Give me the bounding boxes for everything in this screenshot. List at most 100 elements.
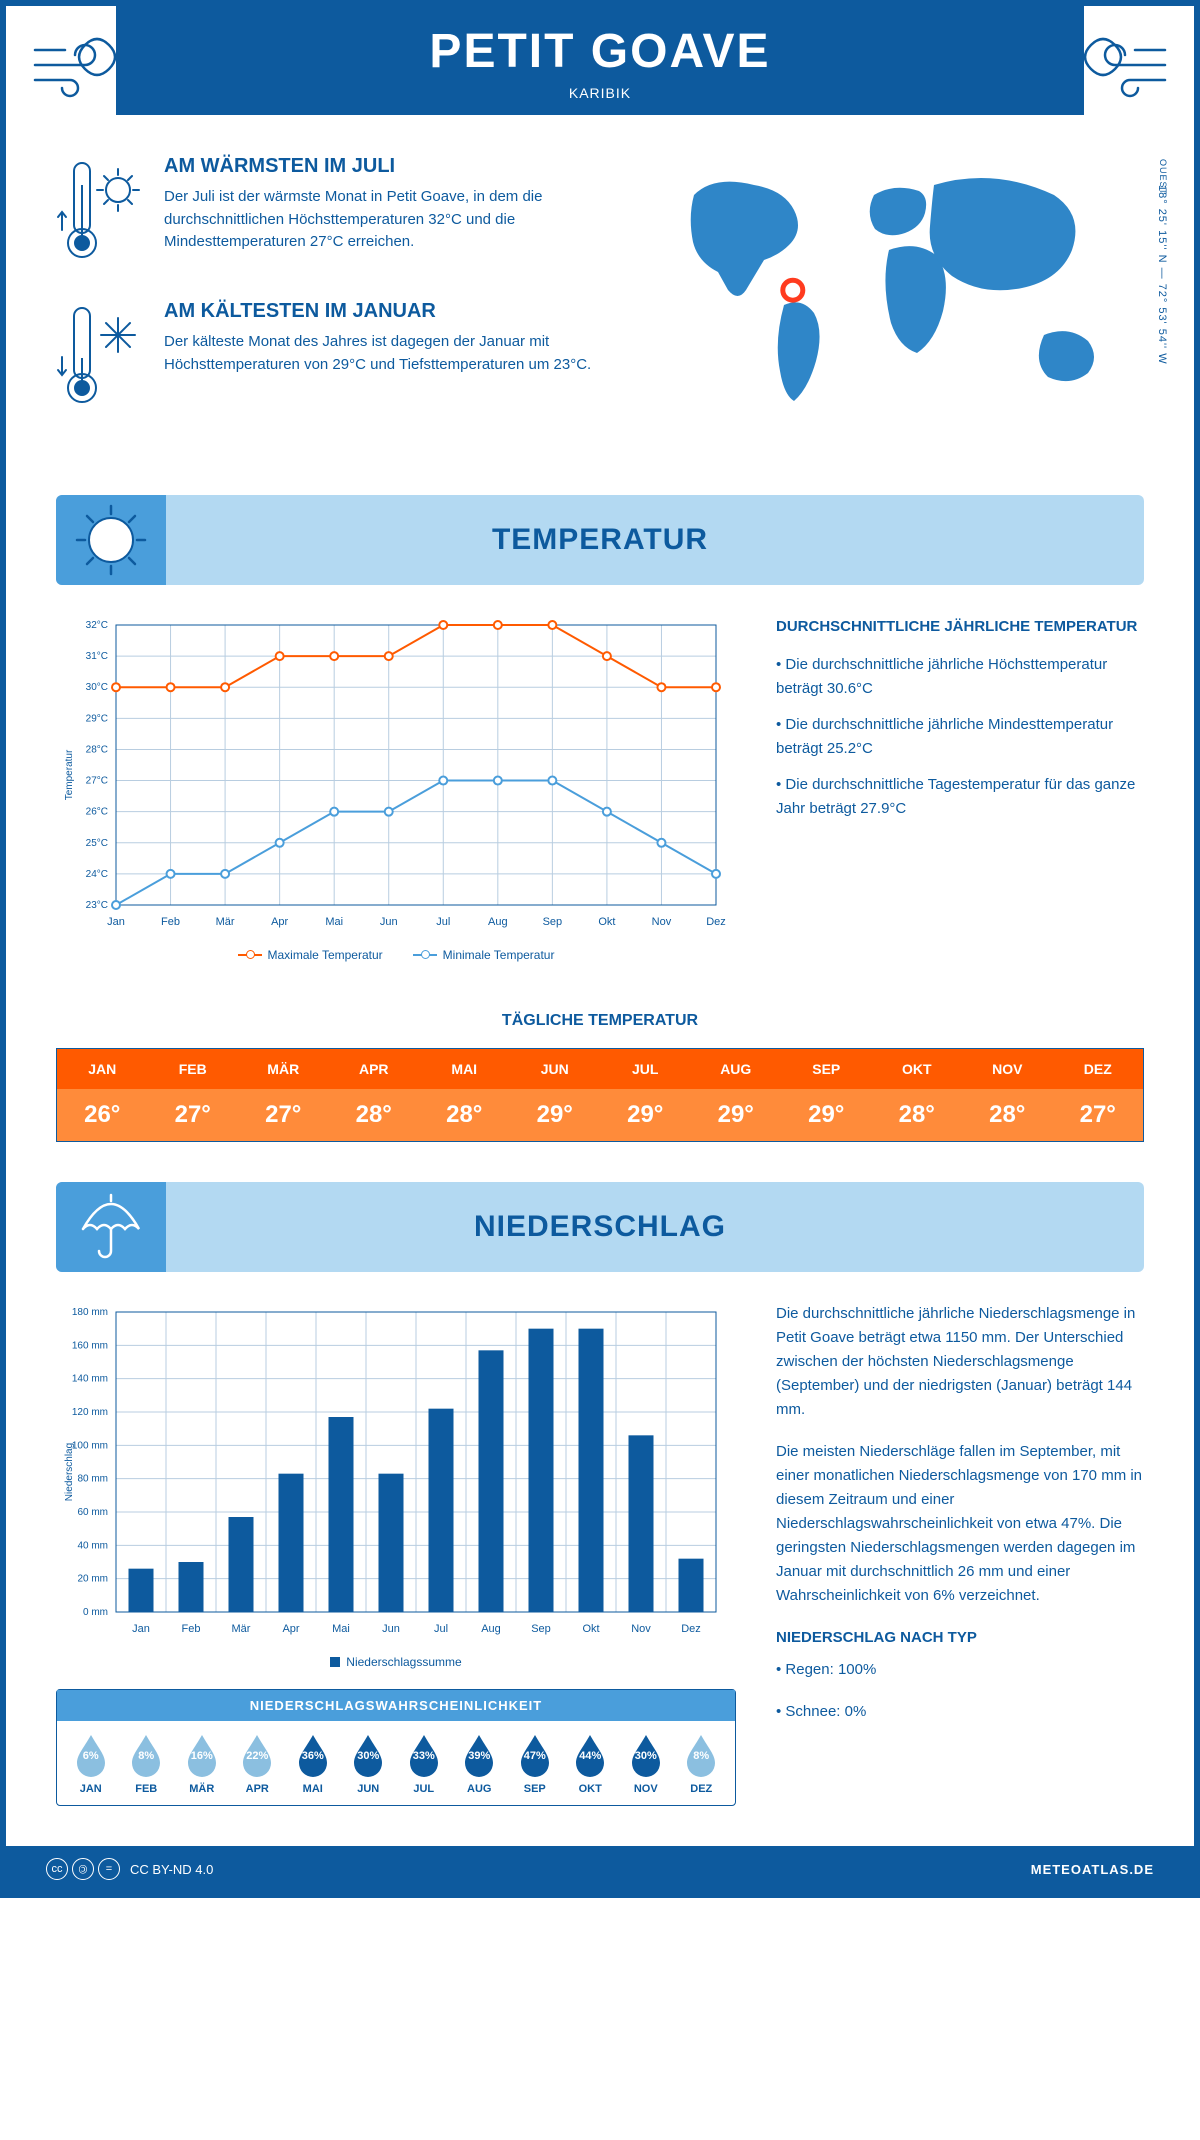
droplet-icon: 44% (572, 1733, 608, 1777)
daily-value: 28° (872, 1089, 963, 1141)
svg-text:Aug: Aug (488, 916, 508, 928)
prob-cell: 30% NOV (618, 1733, 674, 1795)
svg-text:32°C: 32°C (86, 620, 108, 631)
precip-heading: NIEDERSCHLAG (56, 1210, 1144, 1244)
svg-text:30°C: 30°C (86, 682, 108, 693)
svg-text:Jul: Jul (436, 916, 450, 928)
svg-text:Niederschlag: Niederschlag (64, 1443, 75, 1501)
droplet-icon: 39% (461, 1733, 497, 1777)
droplet-icon: 30% (350, 1733, 386, 1777)
daily-month: AUG (691, 1049, 782, 1089)
daily-value: 28° (329, 1089, 420, 1141)
cc-icons: cc 🄯 = (46, 1858, 120, 1880)
svg-text:0 mm: 0 mm (83, 1607, 108, 1618)
svg-text:Jan: Jan (132, 1623, 150, 1635)
prob-cell: 36% MAI (285, 1733, 341, 1795)
prob-cell: 6% JAN (63, 1733, 119, 1795)
prob-cell: 44% OKT (563, 1733, 619, 1795)
svg-text:28°C: 28°C (86, 744, 108, 755)
svg-text:80 mm: 80 mm (77, 1474, 108, 1485)
prob-cell: 47% SEP (507, 1733, 563, 1795)
daily-value: 28° (962, 1089, 1053, 1141)
legend-min: Minimale Temperatur (413, 948, 555, 962)
svg-text:120 mm: 120 mm (72, 1407, 108, 1418)
droplet-icon: 8% (128, 1733, 164, 1777)
svg-text:27°C: 27°C (86, 776, 108, 787)
daily-value: 28° (419, 1089, 510, 1141)
svg-text:Dez: Dez (681, 1623, 701, 1635)
coldest-block: AM KÄLTESTEN IM JANUAR Der kälteste Mona… (56, 300, 634, 415)
precip-probability-box: NIEDERSCHLAGSWAHRSCHEINLICHKEIT 6% JAN 8… (56, 1689, 736, 1806)
thermometer-cold-icon (56, 300, 146, 415)
daily-month: JUL (600, 1049, 691, 1089)
legend-precip: Niederschlagssumme (330, 1655, 461, 1669)
svg-text:100 mm: 100 mm (72, 1440, 108, 1451)
svg-text:Mai: Mai (332, 1623, 350, 1635)
droplet-icon: 30% (628, 1733, 664, 1777)
droplet-icon: 36% (295, 1733, 331, 1777)
droplet-icon: 16% (184, 1733, 220, 1777)
daily-value: 27° (148, 1089, 239, 1141)
svg-text:Sep: Sep (531, 1623, 551, 1635)
daily-value: 29° (600, 1089, 691, 1141)
svg-text:Sep: Sep (543, 916, 563, 928)
svg-text:Mai: Mai (325, 916, 343, 928)
daily-month: DEZ (1053, 1049, 1144, 1089)
precip-chart: 0 mm20 mm40 mm60 mm80 mm100 mm120 mm140 … (56, 1302, 736, 1669)
daily-month: MÄR (238, 1049, 329, 1089)
sun-icon (56, 495, 166, 585)
prob-cell: 33% JUL (396, 1733, 452, 1795)
svg-text:Jul: Jul (434, 1623, 448, 1635)
daily-month: OKT (872, 1049, 963, 1089)
coldest-title: AM KÄLTESTEN IM JANUAR (164, 300, 634, 323)
svg-text:Jun: Jun (382, 1623, 400, 1635)
svg-text:24°C: 24°C (86, 869, 108, 880)
svg-text:23°C: 23°C (86, 900, 108, 911)
prob-cell: 22% APR (230, 1733, 286, 1795)
svg-text:Apr: Apr (271, 916, 288, 928)
svg-text:29°C: 29°C (86, 713, 108, 724)
daily-month: SEP (781, 1049, 872, 1089)
svg-text:20 mm: 20 mm (77, 1574, 108, 1585)
daily-value: 26° (57, 1089, 148, 1141)
droplet-icon: 22% (239, 1733, 275, 1777)
precip-banner: NIEDERSCHLAG (56, 1182, 1144, 1272)
daily-value: 29° (510, 1089, 601, 1141)
svg-text:31°C: 31°C (86, 651, 108, 662)
prob-cell: 8% FEB (119, 1733, 175, 1795)
droplet-icon: 8% (683, 1733, 719, 1777)
wind-icon (30, 30, 130, 105)
svg-text:Jun: Jun (380, 916, 398, 928)
warmest-title: AM WÄRMSTEN IM JULI (164, 155, 634, 178)
daily-month: MAI (419, 1049, 510, 1089)
svg-text:Nov: Nov (652, 916, 672, 928)
daily-value: 27° (238, 1089, 329, 1141)
umbrella-icon (56, 1182, 166, 1272)
svg-text:Okt: Okt (582, 1623, 599, 1635)
wind-icon (1070, 30, 1170, 105)
coldest-text: Der kälteste Monat des Jahres ist dagege… (164, 331, 634, 376)
svg-text:Feb: Feb (182, 1623, 201, 1635)
temperature-description: DURCHSCHNITTLICHE JÄHRLICHE TEMPERATUR •… (776, 615, 1144, 962)
prob-cell: 16% MÄR (174, 1733, 230, 1795)
svg-text:Mär: Mär (232, 1623, 251, 1635)
svg-text:Mär: Mär (216, 916, 235, 928)
temperature-heading: TEMPERATUR (56, 523, 1144, 557)
header: PETIT GOAVE KARIBIK (116, 6, 1084, 115)
svg-text:Okt: Okt (598, 916, 615, 928)
coordinates: 18° 25' 15'' N — 72° 53' 54'' W (1156, 185, 1168, 365)
daily-temp-table: JANFEBMÄRAPRMAIJUNJULAUGSEPOKTNOVDEZ 26°… (56, 1048, 1144, 1142)
daily-month: APR (329, 1049, 420, 1089)
daily-month: FEB (148, 1049, 239, 1089)
prob-cell: 39% AUG (452, 1733, 508, 1795)
warmest-text: Der Juli ist der wärmste Monat in Petit … (164, 186, 634, 254)
svg-text:160 mm: 160 mm (72, 1340, 108, 1351)
thermometer-hot-icon (56, 155, 146, 270)
page-subtitle: KARIBIK (116, 85, 1084, 101)
daily-value: 29° (691, 1089, 782, 1141)
site-name: METEOATLAS.DE (1031, 1862, 1154, 1877)
svg-text:Feb: Feb (161, 916, 180, 928)
svg-text:40 mm: 40 mm (77, 1540, 108, 1551)
daily-temp-title: TÄGLICHE TEMPERATUR (6, 1012, 1194, 1030)
svg-text:Jan: Jan (107, 916, 125, 928)
